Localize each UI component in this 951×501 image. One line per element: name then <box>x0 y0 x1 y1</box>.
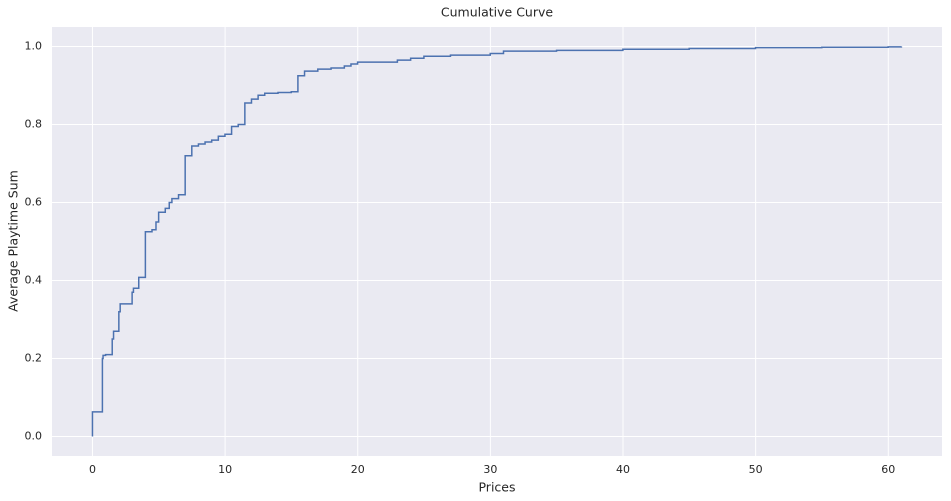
y-tick-label: 0.2 <box>25 352 43 365</box>
x-tick-label: 60 <box>881 463 895 476</box>
x-tick-label: 10 <box>218 463 232 476</box>
y-tick-label: 0.6 <box>25 196 43 209</box>
x-tick-label: 30 <box>483 463 497 476</box>
line <box>91 46 903 437</box>
y-tick-label: 0.8 <box>25 118 43 131</box>
x-tick-label: 40 <box>616 463 630 476</box>
y-axis-label: Average Playtime Sum <box>6 170 21 312</box>
x-tick-label: 0 <box>89 463 96 476</box>
x-tick-label: 50 <box>749 463 763 476</box>
plot-area <box>52 27 942 456</box>
x-tick-label: 20 <box>351 463 365 476</box>
y-tick-label: 1.0 <box>25 40 43 53</box>
y-tick-label: 0.4 <box>25 274 43 287</box>
x-axis-label: Prices <box>478 480 515 495</box>
y-tick-label: 0.0 <box>25 430 43 443</box>
chart-title: Cumulative Curve <box>441 5 554 20</box>
